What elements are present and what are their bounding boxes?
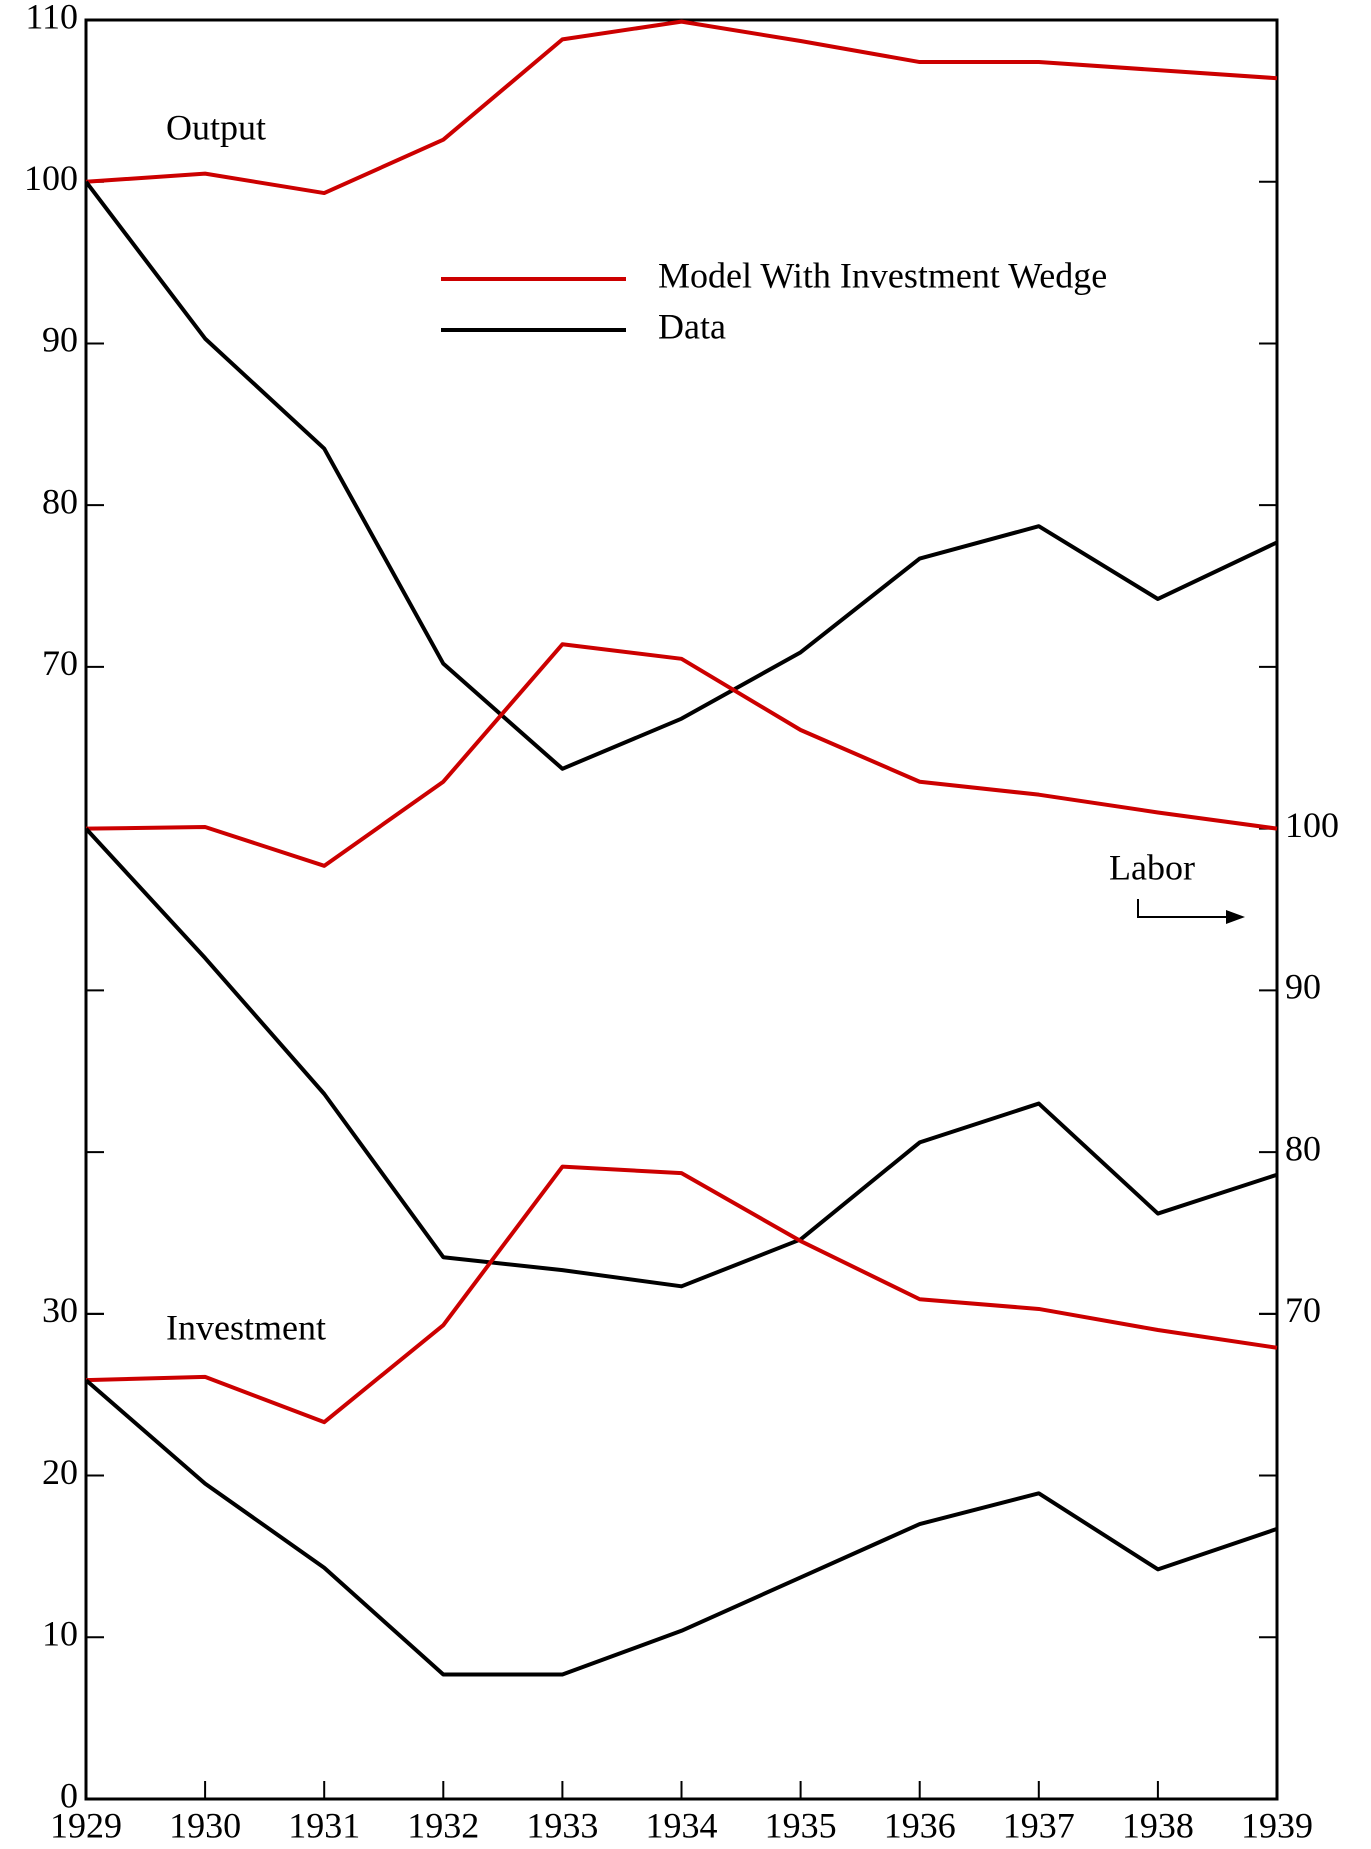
x-tick-label: 1934 [646, 1805, 718, 1845]
x-tick-label: 1935 [765, 1805, 837, 1845]
x-tick-label: 1931 [288, 1805, 360, 1845]
y-tick-label: 110 [25, 0, 78, 36]
x-tick-label: 1939 [1241, 1805, 1313, 1845]
x-tick-label: 1937 [1003, 1805, 1075, 1845]
series-line [85, 19, 1278, 196]
x-tick-label: 1930 [169, 1805, 241, 1845]
series-line [84, 827, 1278, 1289]
y-tick-label: 90 [42, 320, 78, 360]
series-line [85, 642, 1278, 868]
y-tick-label: 30 [42, 1290, 78, 1330]
legend-label: Model With Investment Wedge [658, 255, 1107, 295]
group-label: Labor [1109, 847, 1195, 887]
group-label: Investment [166, 1307, 326, 1347]
y-tick-label: 70 [42, 643, 78, 683]
labor-arrow-head [1226, 910, 1245, 924]
y2-tick-label: 70 [1285, 1290, 1321, 1330]
series-line [85, 1164, 1278, 1425]
y-tick-label: 0 [60, 1775, 78, 1815]
x-tick-label: 1936 [884, 1805, 956, 1845]
y2-tick-label: 100 [1285, 805, 1339, 845]
x-tick-label: 1938 [1122, 1805, 1194, 1845]
series-line [84, 180, 1278, 771]
x-tick-label: 1929 [50, 1805, 122, 1845]
y-tick-label: 10 [42, 1614, 78, 1654]
labor-arrow [1137, 899, 1232, 918]
y-tick-label: 80 [42, 481, 78, 521]
x-tick-label: 1932 [407, 1805, 479, 1845]
group-label: Output [166, 107, 266, 147]
series-line [84, 1378, 1278, 1677]
y2-tick-label: 90 [1285, 967, 1321, 1007]
y-tick-label: 100 [24, 158, 78, 198]
legend-label: Data [658, 306, 726, 346]
x-tick-label: 1933 [526, 1805, 598, 1845]
y-tick-label: 20 [42, 1452, 78, 1492]
y2-tick-label: 80 [1285, 1128, 1321, 1168]
